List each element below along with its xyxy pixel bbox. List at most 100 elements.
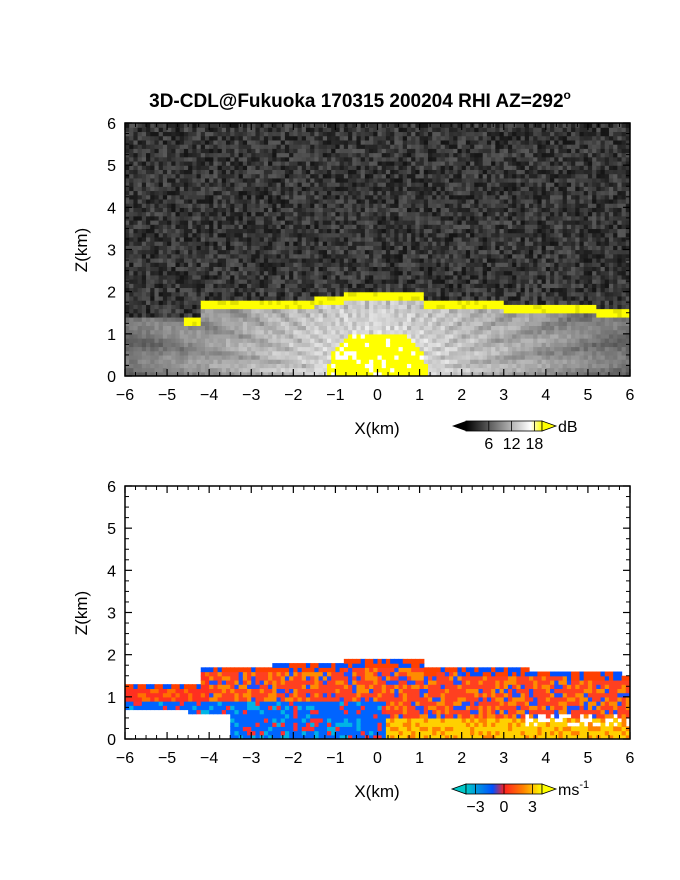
reflectivity-cell [406, 363, 412, 369]
reflectivity-cell [217, 232, 223, 238]
reflectivity-cell [356, 152, 362, 158]
reflectivity-cell [310, 156, 315, 162]
reflectivity-cell [268, 194, 273, 200]
reflectivity-cell [192, 249, 198, 255]
reflectivity-cell [293, 211, 299, 217]
reflectivity-cell [154, 194, 160, 200]
reflectivity-cell [192, 274, 198, 280]
reflectivity-cell [322, 135, 328, 141]
reflectivity-cell [272, 241, 278, 246]
reflectivity-cell [293, 131, 299, 137]
reflectivity-cell [158, 177, 164, 183]
reflectivity-cell [406, 354, 412, 360]
reflectivity-cell [247, 359, 252, 364]
reflectivity-cell [221, 371, 227, 376]
reflectivity-cell [318, 152, 324, 158]
reflectivity-cell [183, 329, 189, 335]
reflectivity-cell [221, 266, 227, 272]
reflectivity-cell [230, 190, 236, 196]
reflectivity-cell [453, 321, 459, 326]
reflectivity-cell [217, 245, 223, 251]
reflectivity-cell [415, 165, 421, 170]
reflectivity-cell [390, 148, 395, 154]
reflectivity-cell [171, 325, 177, 331]
reflectivity-cell [398, 186, 404, 192]
reflectivity-cell [398, 325, 404, 331]
reflectivity-cell [217, 236, 223, 242]
reflectivity-cell [276, 186, 282, 192]
reflectivity-cell [305, 236, 311, 242]
reflectivity-cell [196, 316, 202, 322]
reflectivity-cell [192, 215, 198, 221]
reflectivity-cell [402, 182, 408, 187]
reflectivity-cell [322, 245, 328, 251]
reflectivity-cell [470, 177, 475, 183]
reflectivity-cell [213, 177, 219, 183]
reflectivity-cell [335, 367, 341, 373]
reflectivity-cell [436, 165, 442, 170]
reflectivity-cell [146, 325, 151, 331]
reflectivity-cell [162, 266, 168, 272]
title-degree-superscript: o [564, 88, 571, 102]
reflectivity-cell [398, 219, 404, 225]
reflectivity-cell [188, 169, 193, 175]
reflectivity-cell [394, 367, 400, 373]
reflectivity-cell [284, 342, 290, 348]
reflectivity-cell [343, 211, 349, 217]
reflectivity-cell [171, 224, 177, 230]
reflectivity-cell [284, 160, 290, 166]
reflectivity-cell [255, 316, 261, 322]
reflectivity-cell [204, 304, 210, 310]
reflectivity-cell [402, 363, 408, 369]
reflectivity-cell [444, 253, 450, 259]
reflectivity-cell [394, 304, 400, 310]
reflectivity-cell [331, 177, 337, 183]
reflectivity-cell [293, 245, 299, 251]
reflectivity-cell [444, 211, 450, 217]
reflectivity-cell [432, 312, 438, 318]
reflectivity-cell [255, 215, 261, 221]
reflectivity-cell [352, 291, 358, 297]
reflectivity-cell [356, 245, 362, 251]
reflectivity-cell [415, 367, 421, 373]
reflectivity-cell [150, 342, 156, 348]
reflectivity-cell [158, 203, 164, 208]
reflectivity-cell [209, 350, 214, 356]
reflectivity-cell [373, 325, 379, 331]
reflectivity-cell [276, 363, 282, 369]
reflectivity-cell [251, 203, 257, 208]
reflectivity-cell [129, 300, 135, 305]
reflectivity-cell [423, 232, 429, 238]
reflectivity-cell [247, 249, 252, 255]
reflectivity-cell [221, 156, 227, 162]
reflectivity-cell [293, 312, 299, 318]
reflectivity-cell [360, 257, 366, 263]
reflectivity-cell [423, 215, 429, 221]
reflectivity-cell [436, 359, 442, 364]
reflectivity-cell [360, 194, 366, 200]
reflectivity-cell [339, 245, 345, 251]
reflectivity-cell [276, 350, 282, 356]
reflectivity-cell [449, 207, 454, 213]
reflectivity-cell [179, 228, 185, 234]
reflectivity-cell [146, 295, 151, 301]
reflectivity-cell [183, 342, 189, 348]
reflectivity-cell [406, 262, 412, 267]
reflectivity-cell [377, 207, 383, 213]
reflectivity-cell [297, 338, 303, 343]
reflectivity-cell [406, 194, 412, 200]
reflectivity-cell [297, 232, 303, 238]
reflectivity-cell [364, 291, 370, 297]
reflectivity-cell [406, 359, 412, 364]
reflectivity-cell [188, 131, 193, 137]
reflectivity-cell [162, 363, 168, 369]
reflectivity-cell [301, 321, 307, 326]
reflectivity-cell [196, 228, 202, 234]
reflectivity-cell [318, 333, 324, 339]
reflectivity-cell [432, 224, 438, 230]
reflectivity-cell [230, 232, 236, 238]
reflectivity-cell [276, 177, 282, 183]
reflectivity-cell [268, 177, 273, 183]
reflectivity-cell [440, 123, 446, 128]
reflectivity-cell [470, 194, 475, 200]
